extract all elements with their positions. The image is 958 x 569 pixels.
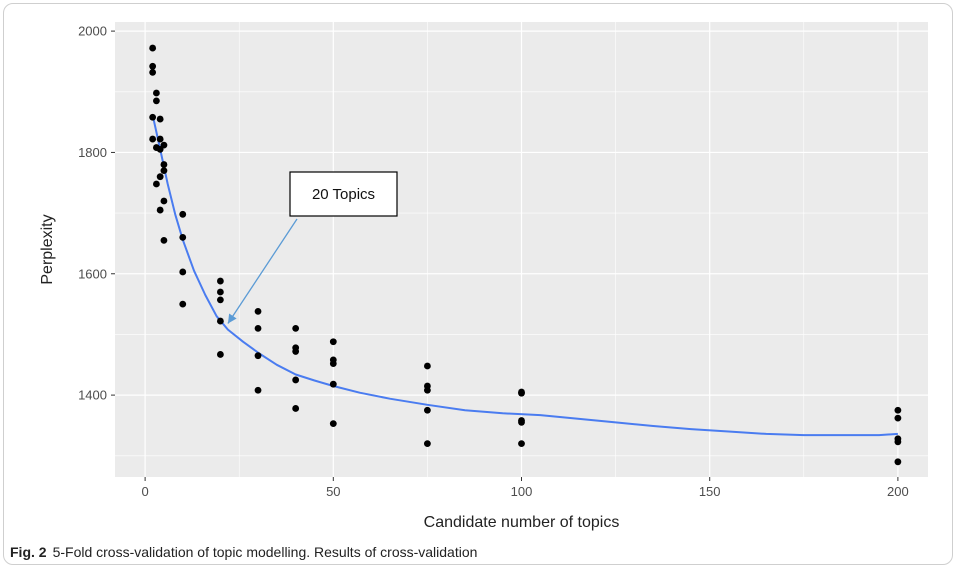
data-point [160, 237, 168, 244]
data-point [424, 386, 431, 394]
data-point [254, 386, 262, 394]
data-point [160, 167, 168, 175]
data-point [156, 115, 164, 123]
figure-frame [3, 3, 953, 565]
data-point [179, 268, 187, 276]
data-point [518, 440, 525, 448]
figure-caption: Fig. 2 5-Fold cross-validation of topic m… [10, 544, 477, 560]
smoothed-trend-line [151, 114, 898, 437]
data-point [894, 458, 902, 466]
data-point [424, 440, 431, 448]
y-tick-label: 1400 [78, 388, 107, 403]
annotation-label: 20 Topics [312, 186, 375, 203]
x-tick-label: 50 [326, 484, 340, 499]
data-point [149, 44, 157, 52]
data-point [518, 389, 525, 397]
data-point [179, 233, 187, 241]
data-point [329, 420, 337, 428]
data-point [156, 206, 164, 214]
figure-caption-text: 5-Fold cross-validation of topic modelli… [52, 544, 478, 560]
smooth-line-layer [151, 114, 898, 437]
x-axis-title: Candidate number of topics [424, 514, 620, 531]
data-point [329, 360, 337, 367]
data-point [894, 406, 902, 414]
annotation-arrowhead [227, 313, 237, 324]
data-point [216, 288, 224, 296]
data-point [518, 419, 525, 426]
data-point [254, 324, 262, 332]
data-point [149, 68, 157, 76]
y-tick-label: 1800 [78, 145, 107, 160]
data-point [292, 405, 300, 412]
annotation-box [289, 171, 398, 217]
data-point [216, 351, 224, 358]
data-point [153, 180, 160, 188]
y-tick-label: 1600 [78, 266, 107, 281]
x-tick-label: 150 [699, 484, 721, 499]
data-point [179, 210, 187, 218]
axis-ticks: 0 50 100 150 200 1400 1600 1800 2000 [78, 24, 909, 499]
y-tick-label: 2000 [78, 24, 107, 39]
x-tick-label: 100 [511, 484, 533, 499]
data-point [216, 277, 224, 285]
data-point [894, 438, 902, 446]
data-point [153, 89, 160, 97]
y-axis-title: Perplexity [39, 214, 56, 284]
data-point [149, 62, 157, 70]
data-point [329, 338, 337, 346]
figure-label: Fig. 2 [10, 544, 47, 560]
data-point [292, 324, 300, 332]
annotation: 20 Topics [227, 171, 398, 324]
grid-lines [115, 22, 928, 477]
data-point [179, 300, 187, 308]
data-point [424, 406, 431, 414]
x-tick-label: 0 [141, 484, 148, 499]
data-point [292, 348, 300, 355]
data-point [254, 352, 262, 360]
data-point [156, 135, 164, 143]
data-point [329, 380, 337, 388]
data-point [292, 376, 300, 384]
data-points [149, 44, 902, 466]
data-point [894, 414, 902, 422]
data-point [149, 113, 157, 121]
data-point [216, 317, 224, 325]
data-point [216, 296, 224, 304]
data-point [153, 97, 160, 105]
data-point [156, 173, 164, 181]
annotation-arrow-line [227, 218, 298, 324]
data-point [424, 362, 431, 370]
data-point [254, 307, 262, 315]
data-point [160, 161, 168, 168]
data-point [149, 135, 157, 143]
data-point [160, 197, 168, 205]
x-tick-label: 200 [887, 484, 909, 499]
data-point [160, 141, 168, 149]
